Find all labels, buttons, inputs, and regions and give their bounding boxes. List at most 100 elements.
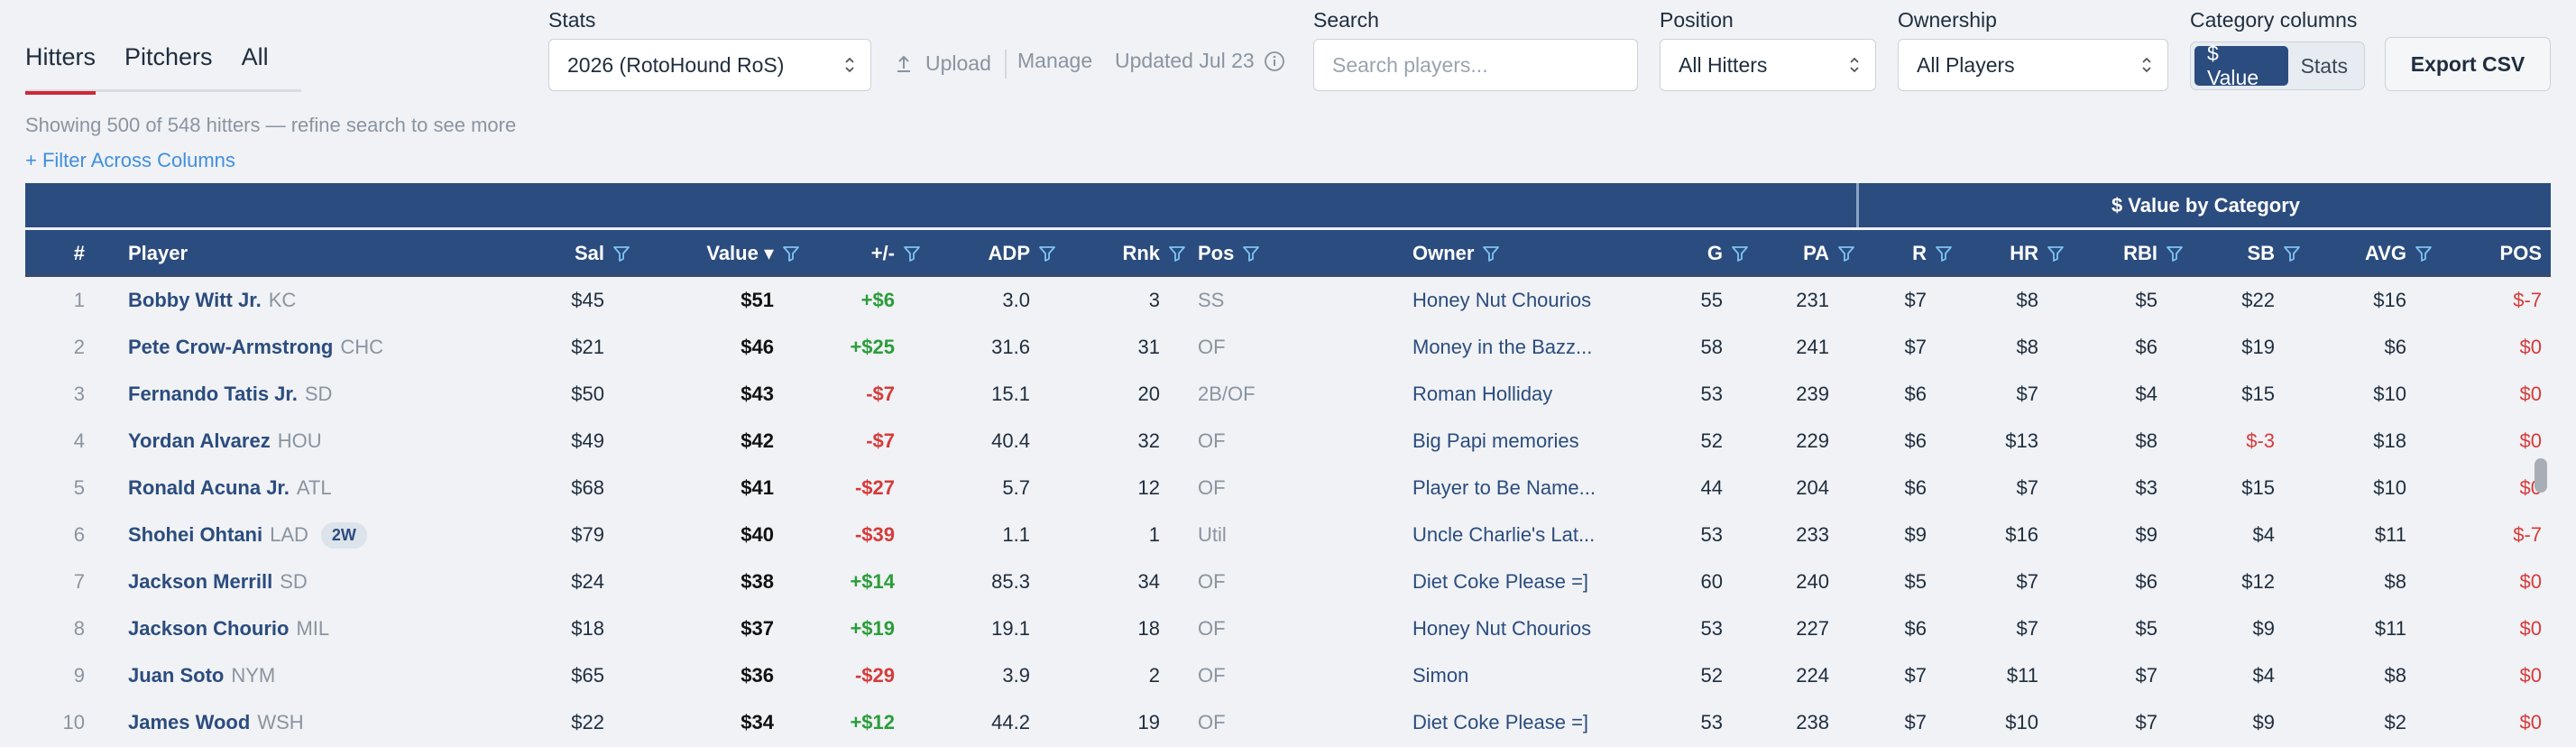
player-name[interactable]: Jackson Chourio [128,617,290,640]
filter-icon[interactable] [2047,245,2064,262]
col-header-pos-value[interactable]: POS [2435,230,2542,277]
col-header-rnk[interactable]: Rnk [1059,230,1185,277]
tab-all[interactable]: All [241,43,269,70]
col-header-plus-minus[interactable]: +/- [803,230,920,277]
cell-owner[interactable]: Honey Nut Chourios [1412,289,1592,311]
cell-player[interactable]: Fernando Tatis Jr. SD [128,371,507,418]
filter-icon[interactable] [613,245,630,262]
filter-icon[interactable] [1838,245,1854,262]
chevron-updown-icon [2142,57,2151,73]
cell-owner[interactable]: Uncle Charlie's Lat... [1412,523,1596,546]
filter-icon[interactable] [1243,245,1260,262]
table-row[interactable]: 3 Fernando Tatis Jr. SD $50 $43 -$7 15.1 20 2B/O… [25,371,2551,418]
col-header-adp[interactable]: ADP [924,230,1055,277]
col-header-r[interactable]: R [1858,230,1952,277]
col-header-owner[interactable]: Owner [1412,230,1625,277]
filter-icon[interactable] [1732,245,1748,262]
table-row[interactable]: 5 Ronald Acuna Jr. ATL $68 $41 -$27 5.7 12 OF Pla… [25,465,2551,512]
table-row[interactable]: 4 Yordan Alvarez HOU $49 $42 -$7 40.4 32 OF Big P… [25,418,2551,465]
col-header-g[interactable]: G [1631,230,1748,277]
cell-owner[interactable]: Big Papi memories [1412,429,1579,452]
cell-plus-minus: -$7 [866,383,895,405]
cell-owner[interactable]: Roman Holliday [1412,383,1553,405]
cell-player[interactable]: Shohei Ohtani LAD 2W [128,512,507,558]
col-header-sal[interactable]: Sal [507,230,630,277]
table-row[interactable]: 1 Bobby Witt Jr. KC $45 $51 +$6 3.0 3 SS Honey Nu… [25,277,2551,324]
cell-owner[interactable]: Player to Be Name... [1412,476,1596,499]
position-select[interactable]: All Hitters [1660,39,1876,91]
cell-plus-minus: -$27 [854,476,895,499]
filter-icon[interactable] [783,245,799,262]
info-icon[interactable] [1264,51,1285,72]
export-csv-button[interactable]: Export CSV [2385,37,2551,91]
table-row[interactable]: 7 Jackson Merrill SD $24 $38 +$14 85.3 34 OF Diet… [25,558,2551,605]
col-header-rank[interactable]: # [25,230,85,277]
cell-pos: OF [1198,711,1226,733]
table-row[interactable]: 8 Jackson Chourio MIL $18 $37 +$19 19.1 18 OF Hon… [25,605,2551,652]
col-header-sb[interactable]: SB [2186,230,2300,277]
upload-label: Upload [925,51,991,75]
table-row[interactable]: 9 Juan Soto NYM $65 $36 -$29 3.9 2 OF Simon 52 224 $… [25,652,2551,699]
cell-owner[interactable]: Diet Coke Please =] [1412,570,1589,593]
player-name[interactable]: Ronald Acuna Jr. [128,476,290,499]
ownership-select[interactable]: All Players [1898,39,2168,91]
cell-player[interactable]: James Wood WSH [128,699,507,746]
col-header-pa[interactable]: PA [1752,230,1854,277]
col-header-avg[interactable]: AVG [2304,230,2432,277]
player-name[interactable]: Yordan Alvarez [128,429,271,452]
manage-button[interactable]: Manage [1017,49,1093,72]
updated-label: Updated Jul 23 [1115,49,1255,72]
upload-button[interactable]: Upload [895,51,991,76]
cell-rank: 3 [73,383,85,405]
player-name[interactable]: Shohei Ohtani [128,523,263,546]
player-name[interactable]: Jackson Merrill [128,570,273,593]
cell-g: 55 [1700,289,1723,311]
filter-across-columns-link[interactable]: + Filter Across Columns [25,149,235,171]
filter-icon[interactable] [1936,245,1952,262]
col-header-pos[interactable]: Pos [1198,230,1402,277]
table-row[interactable]: 2 Pete Crow-Armstrong CHC $21 $46 +$25 31.6 31 O… [25,324,2551,371]
cell-player[interactable]: Juan Soto NYM [128,652,507,699]
results-status: Showing 500 of 548 hitters — refine sear… [25,114,517,136]
cell-player[interactable]: Jackson Chourio MIL [128,605,507,652]
tab-hitters[interactable]: Hitters [25,40,97,95]
toggle-value-option[interactable]: $ Value [2194,42,2288,89]
cell-sal: $79 [571,523,604,546]
tab-pitchers[interactable]: Pitchers [124,43,213,70]
cell-owner[interactable]: Honey Nut Chourios [1412,617,1592,640]
toggle-stats-option[interactable]: Stats [2300,53,2348,78]
table-row[interactable]: 10 James Wood WSH $22 $34 +$12 44.2 19 OF Diet Co… [25,699,2551,746]
cell-owner[interactable]: Money in the Bazz... [1412,336,1593,358]
table-row[interactable]: 6 Shohei Ohtani LAD 2W $79 $40 -$39 1.1 1 Util Unc… [25,512,2551,558]
cell-player[interactable]: Bobby Witt Jr. KC [128,277,507,324]
filter-icon[interactable] [1169,245,1185,262]
scrollbar-thumb[interactable] [2535,458,2547,493]
col-header-hr[interactable]: HR [1955,230,2064,277]
cell-sb: $-3 [2246,429,2275,452]
cell-player[interactable]: Pete Crow-Armstrong CHC [128,324,507,371]
cell-player[interactable]: Yordan Alvarez HOU [128,418,507,465]
cell-player[interactable]: Ronald Acuna Jr. ATL [128,465,507,512]
player-name[interactable]: Fernando Tatis Jr. [128,383,298,405]
category-columns-toggle: $ Value Stats [2190,42,2365,90]
filter-icon[interactable] [904,245,920,262]
cell-owner[interactable]: Diet Coke Please =] [1412,711,1589,733]
cell-sal: $24 [571,570,604,593]
filter-icon[interactable] [2284,245,2300,262]
col-header-player[interactable]: Player [128,230,507,277]
player-name[interactable]: James Wood [128,711,251,733]
filter-icon[interactable] [1039,245,1055,262]
col-header-rbi[interactable]: RBI [2067,230,2183,277]
cell-player[interactable]: Jackson Merrill SD [128,558,507,605]
stats-select[interactable]: 2026 (RotoHound RoS) [548,39,871,91]
col-header-value[interactable]: Value ▾ [639,230,799,277]
cell-owner[interactable]: Simon [1412,664,1469,687]
filter-icon[interactable] [2167,245,2183,262]
player-name[interactable]: Bobby Witt Jr. [128,289,262,311]
player-name[interactable]: Juan Soto [128,664,225,687]
filter-icon[interactable] [2415,245,2432,262]
cell-plus-minus: +$19 [850,617,895,640]
player-name[interactable]: Pete Crow-Armstrong [128,336,334,358]
search-input[interactable]: Search players... [1313,39,1638,91]
filter-icon[interactable] [1483,245,1500,262]
